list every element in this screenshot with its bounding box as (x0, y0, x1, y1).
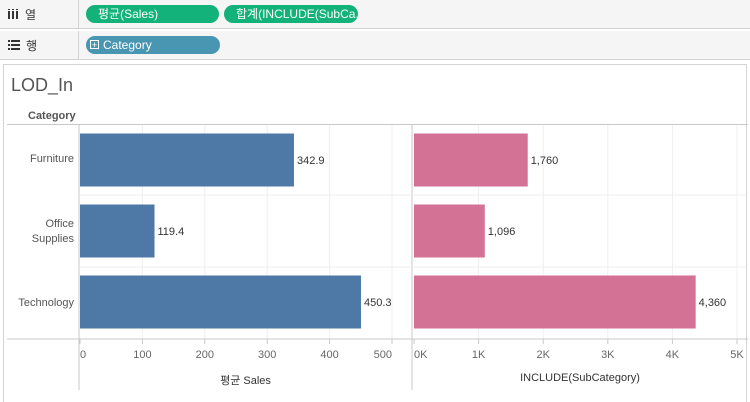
tick-label-avg-sales-4: 400 (320, 349, 338, 361)
data-label-include-subcategory-0: 1,760 (531, 155, 559, 167)
tick-label-avg-sales-1: 100 (133, 349, 151, 361)
header-divider (7, 124, 748, 125)
tick-label-include-subcategory-1: 1K (472, 349, 486, 361)
columns-shelf: 열 평균(Sales) 합계(INCLUDE(SubCa... (0, 0, 750, 29)
tick-label-include-subcategory-2: 2K (536, 349, 550, 361)
columns-shelf-text: 열 (25, 7, 37, 22)
rows-icon (8, 40, 20, 50)
bar-include-subcategory-2 (414, 275, 696, 329)
data-label-include-subcategory-2: 4,360 (699, 297, 727, 309)
tick-label-include-subcategory-3: 3K (601, 349, 615, 361)
x-axis-title-right: INCLUDE(SubCategory) (520, 372, 640, 384)
row-label-technology: Technology (18, 297, 74, 309)
tick-label-avg-sales-5: 500 (374, 349, 392, 361)
rows-shelf-text: 행 (26, 38, 38, 53)
tick-label-include-subcategory-5: 5K (730, 349, 744, 361)
pill-category[interactable]: + Category (86, 36, 220, 54)
chart-pane-include-subcategory: 0K 1K 2K 3K 4K 5K 1,760 1,096 4,360 (413, 125, 744, 361)
sheet-title: LOD_In (11, 75, 74, 95)
bar-include-subcategory-1 (414, 204, 485, 258)
pill-category-text: Category (103, 38, 152, 52)
chart-pane-avg-sales: 0 100 200 300 400 500 342.9 119.4 450.3 (79, 125, 393, 361)
tick-label-include-subcategory-0: 0K (414, 349, 428, 361)
tick-label-include-subcategory-4: 4K (666, 349, 680, 361)
x-axis-title-left: 평균 Sales (220, 375, 271, 387)
rows-shelf-label: 행 (0, 31, 79, 59)
row-header-label: Category (28, 110, 76, 122)
pill-avg-sales[interactable]: 평균(Sales) (86, 5, 219, 23)
pill-sum-include[interactable]: 합계(INCLUDE(SubCa... (224, 5, 358, 23)
tick-label-avg-sales-0: 0 (80, 349, 86, 361)
bar-avg-sales-1 (80, 204, 155, 258)
bar-include-subcategory-0 (414, 133, 528, 187)
bar-avg-sales-0 (80, 133, 294, 187)
data-label-avg-sales-1: 119.4 (158, 226, 185, 238)
tick-label-avg-sales-2: 200 (196, 349, 214, 361)
data-label-avg-sales-0: 342.9 (297, 155, 325, 167)
columns-icon (8, 9, 19, 19)
data-label-include-subcategory-1: 1,096 (488, 226, 516, 238)
row-label-office-supplies: Office Supplies (31, 218, 74, 245)
row-label-furniture: Furniture (29, 153, 74, 165)
bar-avg-sales-2 (80, 275, 361, 329)
data-label-avg-sales-2: 450.3 (364, 297, 392, 309)
columns-shelf-label: 열 (0, 0, 79, 28)
tick-label-avg-sales-3: 300 (258, 349, 276, 361)
expand-plus-icon[interactable]: + (90, 40, 99, 50)
rows-shelf: 행 + Category (0, 31, 750, 60)
